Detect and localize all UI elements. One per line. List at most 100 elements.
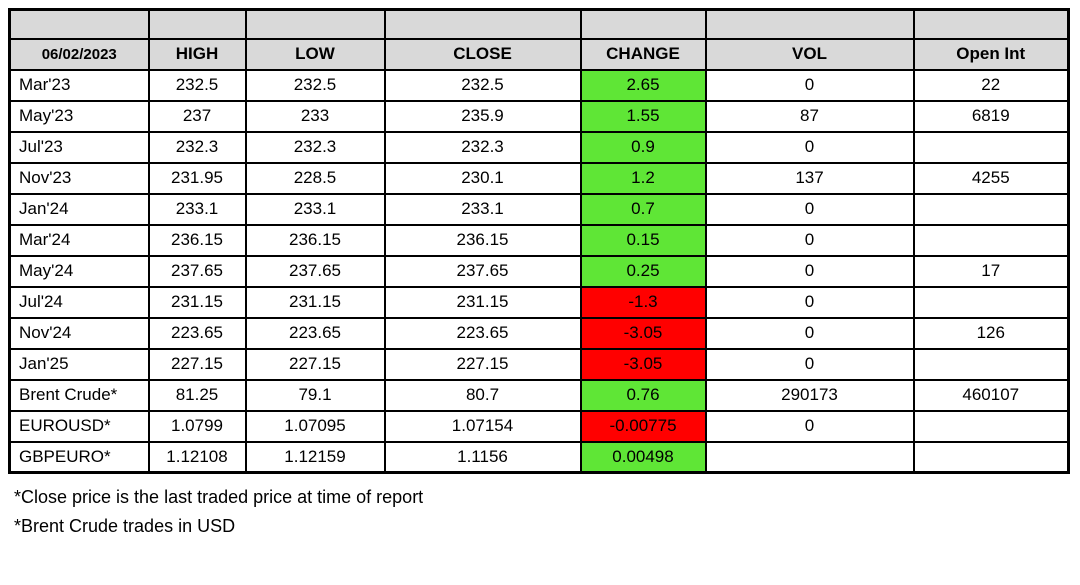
openint-cell: [912, 192, 1070, 226]
high-cell: 231.15: [147, 285, 247, 319]
openint-cell: [912, 440, 1070, 474]
vol-cell: 137: [704, 161, 915, 195]
low-cell: 231.15: [244, 285, 386, 319]
report-date: 06/02/2023: [8, 37, 150, 71]
high-cell: 227.15: [147, 347, 247, 381]
openint-cell: 6819: [912, 99, 1070, 133]
contract-label: May'23: [8, 99, 150, 133]
close-cell: 235.9: [383, 99, 582, 133]
low-cell: 232.5: [244, 68, 386, 102]
change-cell: -0.00775: [579, 409, 707, 443]
high-cell: 237.65: [147, 254, 247, 288]
vol-cell: 0: [704, 285, 915, 319]
change-cell: 0.15: [579, 223, 707, 257]
close-cell: 233.1: [383, 192, 582, 226]
table-row: Jul'24 231.15 231.15 231.15 -1.3 0: [8, 285, 1070, 319]
low-cell: 237.65: [244, 254, 386, 288]
low-cell: 1.07095: [244, 409, 386, 443]
footnote-close-price: *Close price is the last traded price at…: [14, 487, 424, 507]
contract-label: Jul'24: [8, 285, 150, 319]
vol-cell: 0: [704, 130, 915, 164]
spacer-cell: [8, 8, 150, 40]
openint-cell: [912, 285, 1070, 319]
column-header-vol: VOL: [704, 37, 915, 71]
column-header-high: HIGH: [147, 37, 247, 71]
close-cell: 237.65: [383, 254, 582, 288]
column-header-openint: Open Int: [912, 37, 1070, 71]
vol-cell: 0: [704, 192, 915, 226]
high-cell: 1.0799: [147, 409, 247, 443]
table-row: Jan'24 233.1 233.1 233.1 0.7 0: [8, 192, 1070, 226]
table-row: Nov'24 223.65 223.65 223.65 -3.05 0 126: [8, 316, 1070, 350]
column-header-change: CHANGE: [579, 37, 707, 71]
spacer-cell: [579, 8, 707, 40]
low-cell: 233.1: [244, 192, 386, 226]
contract-label: Jul'23: [8, 130, 150, 164]
high-cell: 223.65: [147, 316, 247, 350]
vol-cell: 0: [704, 316, 915, 350]
table-row: Mar'23 232.5 232.5 232.5 2.65 0 22: [8, 68, 1070, 102]
change-cell: -1.3: [579, 285, 707, 319]
contract-label: Brent Crude*: [8, 378, 150, 412]
table-row: GBPEURO* 1.12108 1.12159 1.1156 0.00498: [8, 440, 1070, 474]
vol-cell: 290173: [704, 378, 915, 412]
low-cell: 1.12159: [244, 440, 386, 474]
openint-cell: [912, 347, 1070, 381]
change-cell: 0.00498: [579, 440, 707, 474]
footnote-brent-usd: *Brent Crude trades in USD: [14, 516, 236, 536]
vol-cell: 87: [704, 99, 915, 133]
change-cell: 0.25: [579, 254, 707, 288]
contract-label: Nov'23: [8, 161, 150, 195]
vol-cell: 0: [704, 68, 915, 102]
spacer-cell: [383, 8, 582, 40]
high-cell: 231.95: [147, 161, 247, 195]
contract-label: Jan'25: [8, 347, 150, 381]
change-cell: 0.9: [579, 130, 707, 164]
low-cell: 79.1: [244, 378, 386, 412]
close-cell: 223.65: [383, 316, 582, 350]
spacer-cell: [704, 8, 915, 40]
table-row: EUROUSD* 1.0799 1.07095 1.07154 -0.00775…: [8, 409, 1070, 443]
change-cell: 2.65: [579, 68, 707, 102]
high-cell: 81.25: [147, 378, 247, 412]
contract-label: May'24: [8, 254, 150, 288]
low-cell: 232.3: [244, 130, 386, 164]
high-cell: 236.15: [147, 223, 247, 257]
openint-cell: [912, 223, 1070, 257]
vol-cell: 0: [704, 254, 915, 288]
vol-cell: 0: [704, 409, 915, 443]
contract-label: EUROUSD*: [8, 409, 150, 443]
close-cell: 230.1: [383, 161, 582, 195]
change-cell: -3.05: [579, 316, 707, 350]
openint-cell: 17: [912, 254, 1070, 288]
footnotes: *Close price is the last traded price at…: [14, 483, 1080, 541]
change-cell: 0.7: [579, 192, 707, 226]
column-header-close: CLOSE: [383, 37, 582, 71]
close-cell: 236.15: [383, 223, 582, 257]
change-cell: 1.2: [579, 161, 707, 195]
high-cell: 232.3: [147, 130, 247, 164]
low-cell: 223.65: [244, 316, 386, 350]
contract-label: Jan'24: [8, 192, 150, 226]
close-cell: 232.5: [383, 68, 582, 102]
close-cell: 1.1156: [383, 440, 582, 474]
table-row: Mar'24 236.15 236.15 236.15 0.15 0: [8, 223, 1070, 257]
contract-label: Nov'24: [8, 316, 150, 350]
spacer-cell: [147, 8, 247, 40]
high-cell: 1.12108: [147, 440, 247, 474]
spacer-cell: [912, 8, 1070, 40]
contract-label: Mar'24: [8, 223, 150, 257]
vol-cell: [704, 440, 915, 474]
table-row: Brent Crude* 81.25 79.1 80.7 0.76 290173…: [8, 378, 1070, 412]
openint-cell: 4255: [912, 161, 1070, 195]
change-cell: 0.76: [579, 378, 707, 412]
header-row: 06/02/2023 HIGH LOW CLOSE CHANGE VOL Ope…: [8, 37, 1070, 71]
vol-cell: 0: [704, 223, 915, 257]
spacer-cell: [244, 8, 386, 40]
high-cell: 232.5: [147, 68, 247, 102]
table-row: Jan'25 227.15 227.15 227.15 -3.05 0: [8, 347, 1070, 381]
openint-cell: 126: [912, 316, 1070, 350]
close-cell: 1.07154: [383, 409, 582, 443]
vol-cell: 0: [704, 347, 915, 381]
column-header-low: LOW: [244, 37, 386, 71]
